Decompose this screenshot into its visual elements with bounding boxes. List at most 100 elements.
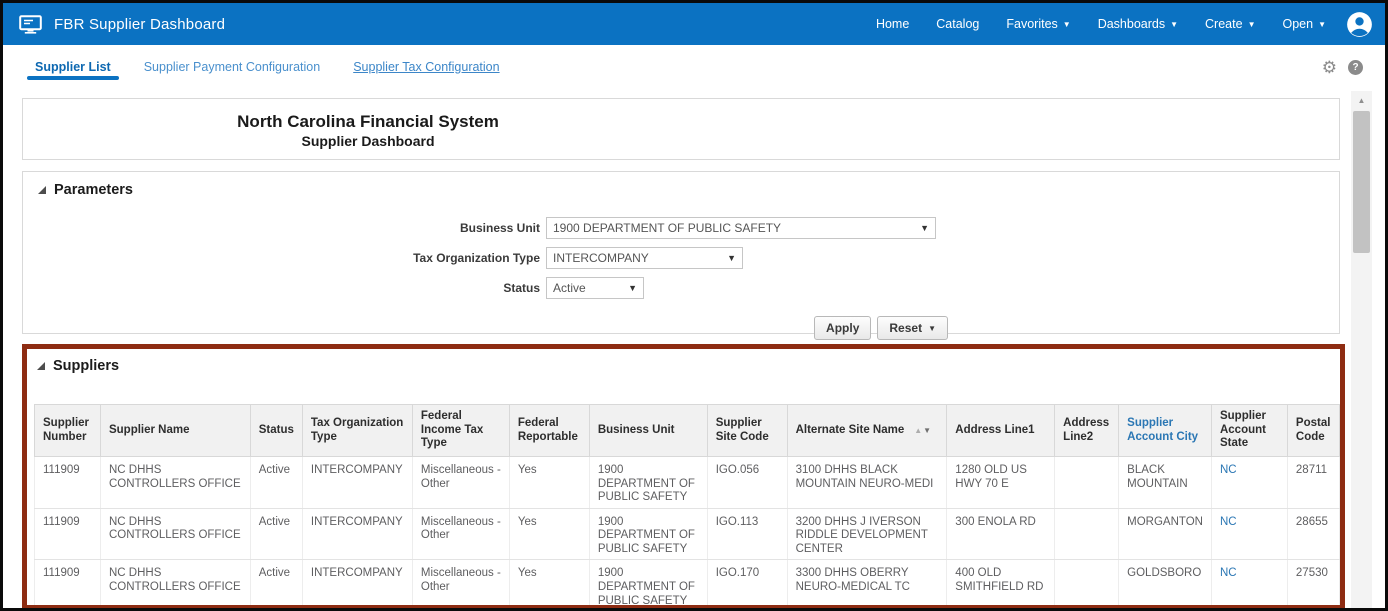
column-header-label: Address Line2 <box>1063 416 1110 443</box>
column-header-label: Address Line1 <box>955 423 1035 436</box>
table-cell: Yes <box>509 559 590 605</box>
table-cell: GOLDSBORO <box>1118 559 1212 605</box>
table-cell <box>1054 456 1120 509</box>
selected-value: INTERCOMPANY <box>553 251 649 265</box>
column-header-federal-income-tax-type[interactable]: Federal Income Tax Type <box>411 404 510 457</box>
collapse-triangle-icon[interactable] <box>38 186 46 194</box>
collapse-triangle-icon[interactable] <box>37 362 45 370</box>
table-header-row: Supplier Number Supplier Name Status Tax Or… <box>34 404 1340 457</box>
table-cell: BLACK MOUNTAIN <box>1118 456 1212 509</box>
monitor-icon <box>19 14 42 34</box>
suppliers-section: Suppliers Supplier Number Supplier Name St… <box>22 344 1345 608</box>
sort-descending-icon[interactable]: ▼ <box>923 425 932 435</box>
column-header-address-line1[interactable]: Address Line1 <box>946 404 1056 457</box>
table-cell: 3300 DHHS OBERRY NEURO-MEDICAL TC <box>787 559 948 605</box>
param-row-business-unit: Business Unit 1900 DEPARTMENT OF PUBLIC S… <box>23 213 1339 243</box>
table-cell: 111909 <box>34 508 101 561</box>
table-cell: NC DHHS CONTROLLERS OFFICE <box>100 456 251 509</box>
table-cell: 3100 DHHS BLACK MOUNTAIN NEURO-MEDI <box>787 456 948 509</box>
table-cell: 27530 <box>1287 559 1340 605</box>
scroll-up-icon[interactable]: ▲ <box>1357 95 1366 105</box>
column-header-label: Alternate Site Name <box>795 423 905 436</box>
column-header-business-unit[interactable]: Business Unit <box>588 404 708 457</box>
column-header-label: Status <box>258 423 294 436</box>
parameters-section: Parameters Business Unit 1900 DEPARTMENT … <box>22 171 1340 340</box>
page-title: North Carolina Financial System <box>237 112 499 131</box>
topbar-nav: Home Catalog Favorites ▼ Dashboards ▼ Create ▼ O… <box>876 17 1326 31</box>
table-cell: 1900 DEPARTMENT OF PUBLIC SAFETY <box>589 508 708 561</box>
column-header-label: Business Unit <box>597 423 675 436</box>
table-cell: 1900 DEPARTMENT OF PUBLIC SAFETY <box>589 559 708 605</box>
column-header-supplier-site-code[interactable]: Supplier Site Code <box>706 404 788 457</box>
scrollbar-thumb[interactable] <box>1353 111 1370 253</box>
nav-open[interactable]: Open ▼ <box>1282 17 1326 31</box>
vertical-scrollbar[interactable]: ▲ <box>1351 91 1372 608</box>
column-header-label: Postal Code <box>1295 416 1331 443</box>
gear-icon[interactable]: ⚙ <box>1321 57 1337 77</box>
tab-supplier-list[interactable]: Supplier List <box>27 47 119 87</box>
caret-down-icon: ▼ <box>1318 20 1326 29</box>
tax-organization-type-select[interactable]: INTERCOMPANY ▼ <box>546 247 743 269</box>
table-cell: 1280 OLD US HWY 70 E <box>946 456 1056 509</box>
column-header-postal-code[interactable]: Postal Code <box>1286 404 1340 457</box>
column-header-label: Federal Income Tax Type <box>420 409 484 450</box>
business-unit-select[interactable]: 1900 DEPARTMENT OF PUBLIC SAFETY ▼ <box>546 217 936 239</box>
param-row-tax-organization-type: Tax Organization Type INTERCOMPANY ▼ <box>23 243 1339 273</box>
table-row: 111909 NC DHHS CONTROLLERS OFFICE Active IN… <box>34 456 1340 509</box>
selected-value: Active <box>553 281 586 295</box>
column-header-label: Supplier Account City <box>1127 416 1199 443</box>
column-header-label: Supplier Site Code <box>715 416 769 443</box>
column-header-alternate-site-name[interactable]: Alternate Site Name ▲▼ <box>786 404 948 457</box>
table-cell: 111909 <box>34 456 101 509</box>
state-link-cell[interactable]: NC <box>1211 456 1288 509</box>
state-link-cell[interactable]: NC <box>1211 559 1288 605</box>
table-cell <box>1054 508 1120 561</box>
column-header-federal-reportable[interactable]: Federal Reportable <box>508 404 590 457</box>
caret-down-icon: ▼ <box>1170 20 1179 29</box>
table-cell: 28655 <box>1287 508 1340 561</box>
apply-button[interactable]: Apply <box>814 316 872 340</box>
field-label: Tax Organization Type <box>413 251 540 265</box>
nav-favorites[interactable]: Favorites ▼ <box>1006 17 1071 31</box>
column-header-label: Tax Organization Type <box>310 416 404 443</box>
tab-supplier-tax-configuration[interactable]: Supplier Tax Configuration <box>353 60 500 74</box>
table-cell: Yes <box>509 508 590 561</box>
selected-value: 1900 DEPARTMENT OF PUBLIC SAFETY <box>553 221 782 235</box>
column-header-supplier-account-state[interactable]: Supplier Account State <box>1210 404 1288 457</box>
state-link-cell[interactable]: NC <box>1211 508 1288 561</box>
app-title: FBR Supplier Dashboard <box>54 15 226 33</box>
column-header-supplier-number[interactable]: Supplier Number <box>34 404 101 457</box>
reset-button[interactable]: Reset ▼ <box>877 316 948 340</box>
nav-home[interactable]: Home <box>875 17 910 31</box>
help-icon[interactable]: ? <box>1348 59 1363 75</box>
table-cell: 1900 DEPARTMENT OF PUBLIC SAFETY <box>589 456 708 509</box>
column-header-label: Supplier Number <box>43 416 90 443</box>
column-header-supplier-name[interactable]: Supplier Name <box>99 404 251 457</box>
table-cell: Active <box>250 456 303 509</box>
nav-create[interactable]: Create ▼ <box>1205 17 1256 31</box>
caret-down-icon: ▼ <box>920 223 929 233</box>
param-row-status: Status Active ▼ <box>23 273 1339 303</box>
column-header-tax-organization-type[interactable]: Tax Organization Type <box>301 404 413 457</box>
nav-catalog[interactable]: Catalog <box>936 17 980 31</box>
parameters-title: Parameters <box>54 182 133 198</box>
column-header-status[interactable]: Status <box>249 404 303 457</box>
table-cell: IGO.113 <box>707 508 788 561</box>
user-avatar-icon[interactable] <box>1346 11 1373 38</box>
parameters-form: Business Unit 1900 DEPARTMENT OF PUBLIC S… <box>23 213 1339 303</box>
dashboard-tabs: Supplier List Supplier Payment Configurat… <box>3 45 1385 89</box>
status-select[interactable]: Active ▼ <box>546 277 644 299</box>
nav-dashboards[interactable]: Dashboards ▼ <box>1097 17 1179 31</box>
caret-down-icon: ▼ <box>727 253 736 263</box>
column-header-address-line2[interactable]: Address Line2 <box>1054 404 1120 457</box>
page-subtitle: Supplier Dashboard <box>301 133 435 149</box>
caret-down-icon: ▼ <box>628 283 637 293</box>
tab-supplier-payment-configuration[interactable]: Supplier Payment Configuration <box>143 60 321 74</box>
table-cell: NC DHHS CONTROLLERS OFFICE <box>100 508 251 561</box>
table-cell: 111909 <box>34 559 101 605</box>
table-cell: Miscellaneous - Other <box>412 559 510 605</box>
table-cell: Miscellaneous - Other <box>412 456 510 509</box>
column-header-supplier-account-city[interactable]: Supplier Account City <box>1118 404 1212 457</box>
sort-ascending-icon[interactable]: ▲ <box>914 425 923 435</box>
table-cell: IGO.170 <box>707 559 788 605</box>
